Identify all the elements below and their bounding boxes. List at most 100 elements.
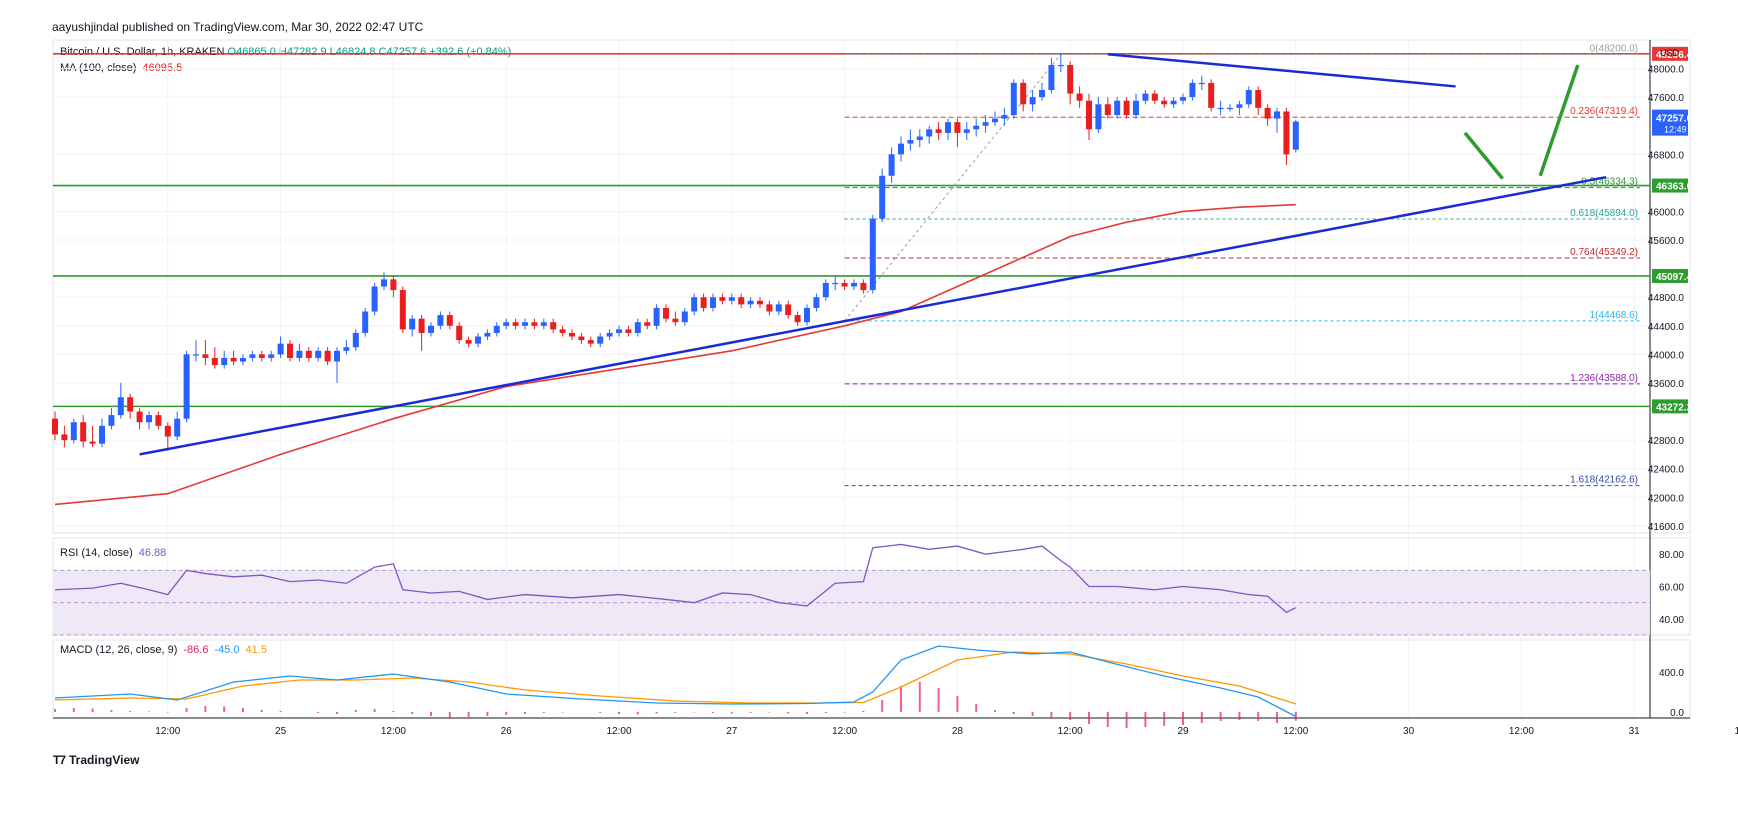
candle-body xyxy=(559,329,566,333)
price-tick-label: 42000.0 xyxy=(1648,493,1685,504)
macd-tick-label: 400.0 xyxy=(1659,668,1684,679)
candle-body xyxy=(390,279,397,291)
candle-body xyxy=(503,322,510,326)
macd-signal-line xyxy=(54,651,1296,705)
horizontal-levels: 48206.4 46363.0 45097.4 43272.2 47257.612:49… xyxy=(53,46,1693,414)
price-tick-label: 43600.0 xyxy=(1648,379,1685,390)
candle-body xyxy=(597,336,604,344)
candle-body xyxy=(1001,115,1008,119)
candle-body xyxy=(860,282,867,291)
candle-body xyxy=(456,325,463,341)
candle-body xyxy=(691,297,698,312)
price-tick-label: 44000.0 xyxy=(1648,350,1685,361)
candle-body xyxy=(963,129,970,133)
candle-body xyxy=(277,343,284,355)
rsi-label: RSI (14, close) xyxy=(60,547,133,559)
candle-body xyxy=(653,307,660,326)
time-tick-label: 12:00 xyxy=(832,726,857,737)
candle-body xyxy=(898,143,904,155)
pane-frame xyxy=(52,537,1691,636)
level-tag xyxy=(1652,399,1688,414)
time-tick-label: 12:00 xyxy=(155,726,180,737)
candles xyxy=(52,53,1299,451)
fib-label: 0.236(47319.4) xyxy=(1570,106,1638,117)
candle-body xyxy=(644,322,651,326)
time-tick-label: 12:00 xyxy=(1058,726,1083,737)
candle-body xyxy=(785,304,792,316)
candle-body xyxy=(1198,82,1205,85)
candle-body xyxy=(1048,65,1055,91)
candle-body xyxy=(578,336,585,341)
macd-line xyxy=(54,645,1297,718)
time-tick-label: 12:00 xyxy=(381,726,406,737)
candle-body xyxy=(738,297,745,305)
candle-body xyxy=(813,297,820,308)
candle-body xyxy=(879,175,886,219)
candle-body xyxy=(1029,97,1036,105)
tradingview-brand[interactable]: T7 TradingView xyxy=(53,753,139,767)
time-tick-label: 12:00 xyxy=(1283,726,1308,737)
macd-tick-label: 0.0 xyxy=(1670,708,1684,719)
candle-body xyxy=(587,340,594,344)
candle-body xyxy=(1227,107,1233,110)
candle-body xyxy=(89,441,96,444)
rsi-tick-label: 80.00 xyxy=(1659,550,1684,561)
candle-body xyxy=(1217,107,1224,110)
rsi-tick-label: 40.00 xyxy=(1659,615,1684,626)
candle-body xyxy=(1161,100,1168,105)
candle-body xyxy=(352,332,359,348)
candle-body xyxy=(80,422,87,442)
rsi-legend: RSI (14, close) 46.88 xyxy=(60,547,166,559)
price-tick-label: 42400.0 xyxy=(1648,465,1685,476)
rsi-value: 46.88 xyxy=(138,547,167,559)
candle-body xyxy=(399,290,406,330)
candle-body xyxy=(249,354,256,358)
macd-hist-value: -86.6 xyxy=(183,644,209,656)
rsi-band xyxy=(53,570,1650,635)
candle-body xyxy=(569,332,575,337)
grid-lines xyxy=(53,40,1650,718)
candle-body xyxy=(117,397,124,416)
fib-label: 1(44468.6) xyxy=(1590,310,1638,321)
price-tick-label: 45600.0 xyxy=(1648,236,1685,247)
trend-line xyxy=(1107,53,1456,88)
candle-body xyxy=(804,307,810,323)
candle-body xyxy=(1274,111,1280,119)
level-tag-label: 46363.0 xyxy=(1656,182,1693,193)
candle-body xyxy=(1180,97,1186,101)
candle-body xyxy=(409,318,416,330)
price-tick-label: 47600.0 xyxy=(1648,93,1685,104)
candle-body xyxy=(1283,111,1290,155)
candle-body xyxy=(362,311,369,333)
macd-pane: 0.0 400.0 xyxy=(54,645,1684,728)
candle-body xyxy=(428,325,434,333)
candle-body xyxy=(822,282,829,298)
candle-body xyxy=(193,354,199,356)
candle-body xyxy=(268,354,275,358)
candle-body xyxy=(1057,65,1064,67)
price-tick-label: 42800.0 xyxy=(1648,436,1685,447)
brand-name: TradingView xyxy=(69,753,140,767)
bar-countdown: 12:49 xyxy=(1664,125,1687,135)
candle-body xyxy=(230,357,237,362)
time-tick-label: 29 xyxy=(1177,726,1189,737)
fib-label: 1.236(43588.0) xyxy=(1570,373,1638,384)
candle-body xyxy=(296,350,303,358)
candle-body xyxy=(155,415,162,426)
candle-body xyxy=(475,336,481,344)
time-tick-label: 27 xyxy=(726,726,738,737)
fib-label: 0.618(45894.0) xyxy=(1570,208,1638,219)
candle-body xyxy=(202,354,209,358)
candle-body xyxy=(164,425,171,437)
candle-body xyxy=(945,122,951,133)
pane-frame xyxy=(52,39,1691,534)
candle-body xyxy=(522,322,528,326)
currency-label: USD xyxy=(1660,48,1680,58)
candle-body xyxy=(146,415,152,423)
candle-body xyxy=(710,297,716,308)
fib-label: 0(48200.0) xyxy=(1590,43,1638,54)
candle-body xyxy=(540,322,547,326)
candle-body xyxy=(1076,93,1083,101)
level-tag-label: 45097.4 xyxy=(1656,272,1693,283)
